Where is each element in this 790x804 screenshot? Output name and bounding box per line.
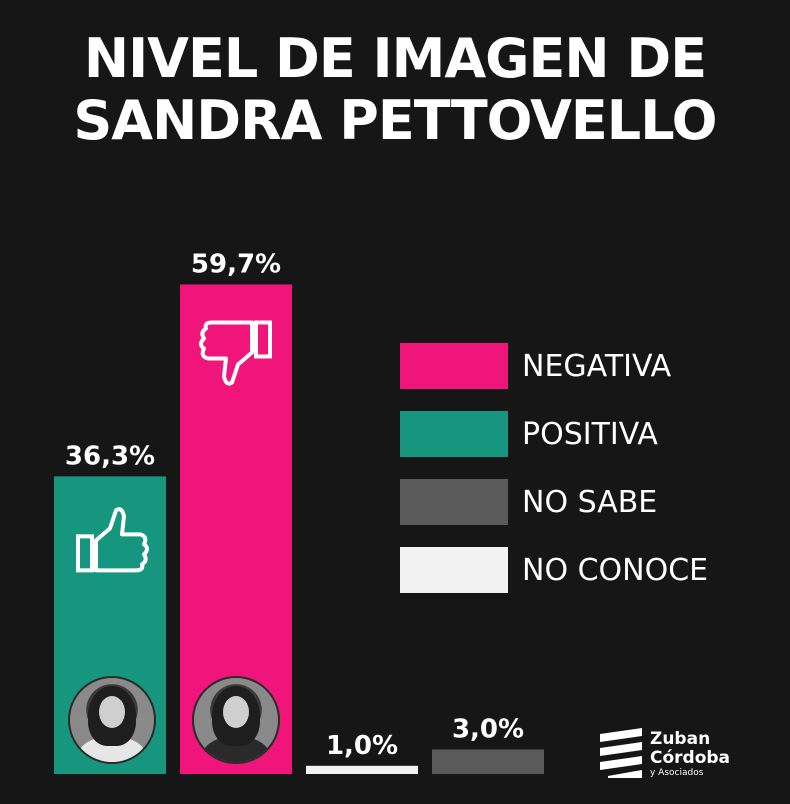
- thumbs-down-icon: [199, 320, 272, 386]
- legend-label-no-conoce: NO CONOCE: [522, 553, 709, 588]
- legend-swatch-no-sabe: [400, 479, 508, 525]
- thumbs-up-icon: [76, 507, 149, 573]
- legend-item-no-conoce: NO CONOCE: [400, 547, 740, 593]
- chart-title: NIVEL DE IMAGEN DE SANDRA PETTOVELLO: [0, 28, 790, 152]
- legend-item-positiva: POSITIVA: [400, 411, 740, 457]
- bar-no-conoce: [306, 765, 418, 774]
- legend-label-no-sabe: NO SABE: [522, 485, 658, 520]
- bar-value-label-negativa: 59,7%: [191, 249, 281, 279]
- bar-value-label-no-conoce: 1,0%: [326, 731, 398, 761]
- bar-no-sabe: [432, 749, 544, 774]
- avatar-photo-positiva: [68, 676, 156, 764]
- logo-text-line-2: Córdoba: [650, 748, 731, 768]
- legend-swatch-no-conoce: [400, 547, 508, 593]
- legend-label-negativa: NEGATIVA: [522, 349, 672, 384]
- legend-label-positiva: POSITIVA: [522, 417, 658, 452]
- zuban-cordoba-logo: Zuban Córdoba y Asociados: [598, 728, 748, 780]
- legend-swatch-positiva: [400, 411, 508, 457]
- bar-value-label-no-sabe: 3,0%: [452, 714, 524, 744]
- logo-text-line-3: y Asociados: [650, 768, 704, 778]
- bar-value-label-positiva: 36,3%: [65, 441, 155, 471]
- logo-text-line-1: Zuban: [650, 729, 711, 749]
- zuban-cordoba-logo-mark-icon: [600, 728, 642, 778]
- legend-item-negativa: NEGATIVA: [400, 343, 740, 389]
- chart-title-line-1: NIVEL DE IMAGEN DE: [83, 27, 707, 90]
- legend-swatch-negativa: [400, 343, 508, 389]
- avatar-photo-negativa: [192, 676, 280, 764]
- chart-title-line-2: SANDRA PETTOVELLO: [73, 89, 717, 152]
- legend-item-no-sabe: NO SABE: [400, 479, 740, 525]
